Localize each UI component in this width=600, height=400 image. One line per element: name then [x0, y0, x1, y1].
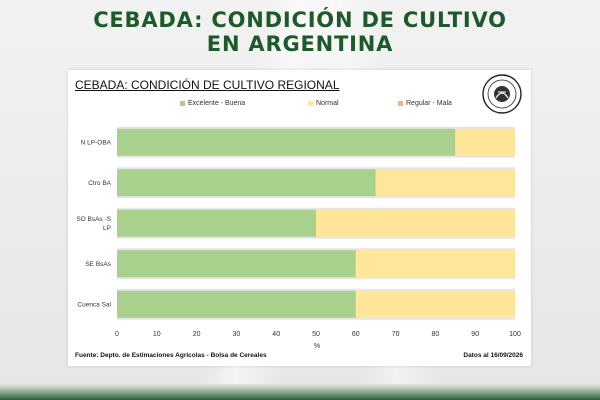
x-tick-label: 70 [392, 331, 400, 338]
chart-title: CEBADA: CONDICIÓN DE CULTIVO REGIONAL [75, 78, 340, 92]
x-tick-label: 100 [509, 331, 521, 338]
y-axis-label: Cuenca Sal [77, 301, 111, 308]
x-tick-label: 90 [471, 331, 479, 338]
legend-item-normal: Normal [308, 100, 339, 107]
y-axis-label: SE BsAs [85, 261, 111, 268]
chart-legend: Excelente - Buena Normal Regular - Mala [68, 100, 531, 112]
x-tick-label: 50 [312, 331, 320, 338]
bottom-band [0, 384, 600, 400]
legend-item-excelente-buena: Excelente - Buena [180, 100, 245, 107]
bar-chart-plot: N LP-OBA Ctro BA SO BsAs -S LP SE BsAs Cuenca… [76, 126, 521, 350]
footer-date: Datos al 16/09/2026 [463, 352, 523, 359]
bolsa-de-cereales-seal-icon [482, 74, 522, 114]
x-tick-label: 20 [193, 331, 201, 338]
bar-normal [355, 290, 515, 318]
bar-excelente-buena [117, 290, 356, 318]
bar-normal [316, 209, 515, 237]
legend-item-regular-mala: Regular - Mala [398, 100, 452, 107]
legend-label-normal: Normal [316, 100, 339, 107]
bar-excelente-buena [117, 209, 316, 237]
legend-label-excelente-buena: Excelente - Buena [188, 100, 246, 107]
footer-source: Fuente: Depto. de Estimaciones Agrícolas… [75, 352, 267, 359]
page-headline: CEBADA: CONDICIÓN DE CULTIVO EN ARGENTIN… [0, 8, 600, 56]
bar-excelente-buena [117, 169, 376, 197]
bar-excelente-buena [117, 250, 356, 278]
headline-line-2: EN ARGENTINA [206, 32, 394, 56]
y-axis-label: Ctro BA [88, 180, 111, 187]
bar-excelente-buena [117, 128, 456, 156]
x-tick-label: 0 [115, 331, 119, 338]
bar-normal [355, 250, 515, 278]
chart-card: CEBADA: CONDICIÓN DE CULTIVO REGIONAL Ex… [68, 70, 531, 366]
bar-normal [455, 128, 515, 156]
bar-normal [375, 169, 515, 197]
x-tick-label: 40 [272, 331, 280, 338]
y-axis-labels: N LP-OBA Ctro BA SO BsAs -S LP SE BsAs Cuenca… [76, 139, 111, 308]
legend-swatch-excelente-buena [180, 101, 185, 106]
y-axis-label: N LP-OBA [81, 139, 112, 146]
x-tick-label: 10 [153, 331, 161, 338]
x-tick-label: 60 [352, 331, 360, 338]
y-axis-label: SO BsAs -S LP [76, 216, 111, 232]
headline-line-1: CEBADA: CONDICIÓN DE CULTIVO [93, 8, 507, 32]
bar-group [117, 126, 515, 320]
legend-swatch-regular-mala [398, 101, 403, 106]
x-axis-title: % [314, 343, 320, 350]
x-tick-label: 30 [233, 331, 241, 338]
x-axis-ticks: 0 10 20 30 40 50 60 70 80 90 100 [115, 331, 521, 338]
legend-label-regular-mala: Regular - Mala [406, 100, 452, 107]
x-tick-label: 80 [432, 331, 440, 338]
legend-swatch-normal [308, 101, 313, 106]
